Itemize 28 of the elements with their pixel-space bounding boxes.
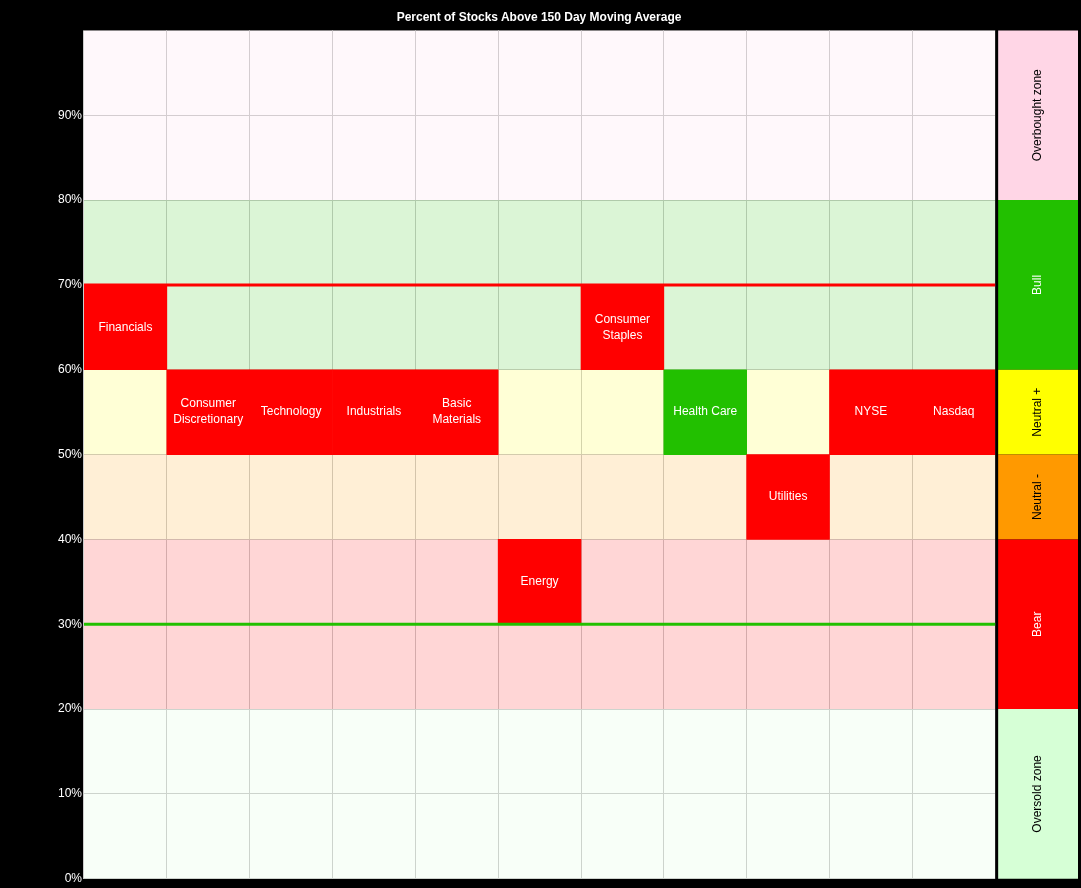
x-tick-label: Industrials: [346, 404, 402, 419]
y-tick-label: 80%: [57, 192, 83, 207]
chart-title: Percent of Stocks Above 150 Day Moving Average: [396, 9, 682, 24]
y-tick-label: 90%: [57, 107, 83, 122]
x-tick-label: Utilities: [768, 489, 808, 504]
band-label: Bear: [1030, 611, 1045, 637]
x-tick-label: Financials: [98, 319, 153, 334]
y-tick-label: 10%: [57, 786, 83, 801]
y-tick-label: 70%: [57, 277, 83, 292]
band-label: Overbought zone: [1030, 68, 1045, 162]
x-tick-label: NYSE: [854, 404, 888, 419]
x-tick-label: Technology: [260, 404, 322, 419]
y-tick-label: 0%: [64, 871, 83, 886]
y-tick-label: 30%: [57, 616, 83, 631]
x-tick-label: Nasdaq: [933, 404, 975, 419]
band-label: Neutral +: [1030, 387, 1045, 437]
band-label: Bull: [1030, 274, 1045, 295]
x-tick-label: Energy: [520, 574, 559, 589]
x-tick-label: Consumer Discretionary: [173, 396, 244, 427]
band-label: Neutral -: [1030, 474, 1045, 521]
x-tick-label: Health Care: [673, 404, 738, 419]
x-tick-label: Basic Materials: [432, 396, 482, 427]
y-tick-label: 60%: [57, 362, 83, 377]
y-tick-label: 50%: [57, 446, 83, 461]
y-tick-label: 40%: [57, 531, 83, 546]
band-label: Oversold zone: [1030, 754, 1045, 833]
y-tick-label: 20%: [57, 701, 83, 716]
x-tick-label: Consumer Staples: [594, 311, 651, 342]
